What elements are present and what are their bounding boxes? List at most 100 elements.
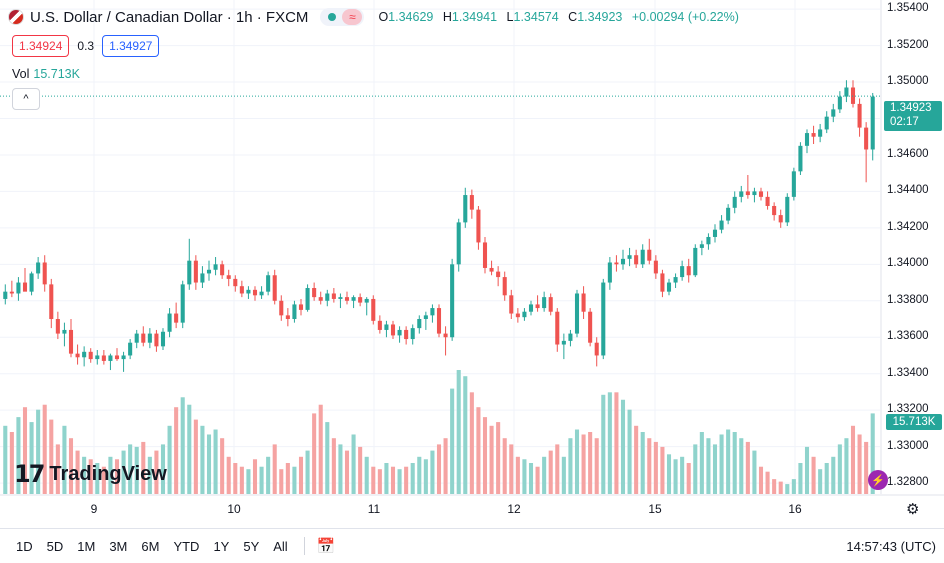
- range-button-5y[interactable]: 5Y: [243, 538, 260, 554]
- range-button-1m[interactable]: 1M: [77, 538, 96, 554]
- candle: [647, 249, 652, 261]
- candle: [515, 313, 520, 318]
- buy-button[interactable]: 1.34927: [102, 35, 160, 57]
- market-status[interactable]: ≈: [320, 8, 365, 26]
- range-button-1d[interactable]: 1D: [16, 538, 33, 554]
- range-button-5d[interactable]: 5D: [46, 538, 64, 554]
- volume-bar: [16, 417, 21, 494]
- volume-bar: [758, 466, 764, 494]
- candle: [594, 342, 599, 356]
- volume-bar: [804, 446, 810, 494]
- sell-button[interactable]: 1.34924: [12, 35, 70, 57]
- volume-bar: [22, 407, 28, 494]
- candle: [469, 195, 474, 210]
- candle: [482, 242, 488, 268]
- alert-icon[interactable]: ⚡: [868, 470, 888, 490]
- calendar-icon[interactable]: 📅: [316, 538, 336, 555]
- range-button-6m[interactable]: 6M: [141, 538, 160, 554]
- candle: [331, 293, 336, 299]
- price-axis-label: 1.34600: [887, 147, 929, 160]
- candle: [489, 267, 494, 272]
- volume-bar: [601, 394, 606, 494]
- candle: [627, 255, 632, 259]
- volume-bar: [213, 429, 218, 494]
- candle: [22, 282, 28, 292]
- candle: [745, 191, 750, 196]
- volume-bar: [443, 438, 448, 494]
- volume-bar: [108, 456, 113, 494]
- volume-bar: [226, 456, 231, 494]
- candle: [325, 293, 330, 301]
- volume-bar: [456, 370, 461, 494]
- volume-bar: [791, 479, 796, 494]
- volume-bar: [706, 438, 711, 494]
- volume-bar: [160, 444, 166, 494]
- candle: [358, 297, 363, 303]
- candle: [548, 297, 553, 312]
- candle: [397, 329, 402, 336]
- volume-bar: [239, 466, 244, 494]
- volume-tag: 15.713K: [886, 414, 942, 430]
- clock[interactable]: 14:57:43 (UTC): [846, 538, 936, 554]
- tradingview-logo[interactable]: 17 TradingView: [14, 460, 167, 488]
- volume-bar: [739, 438, 744, 494]
- volume-bar: [404, 466, 409, 494]
- symbol-title[interactable]: U.S. Dollar / Canadian Dollar · 1h · FXC…: [30, 8, 309, 26]
- candle: [824, 116, 829, 130]
- candle: [456, 222, 461, 265]
- range-button-1y[interactable]: 1Y: [213, 538, 230, 554]
- logo-icon: 17: [14, 460, 45, 488]
- volume-bar: [673, 459, 678, 494]
- volume-bar: [305, 450, 310, 494]
- candle: [653, 260, 658, 274]
- time-axis-label: 16: [788, 502, 802, 516]
- volume-bar: [364, 456, 369, 494]
- range-button-all[interactable]: All: [273, 538, 288, 554]
- volume-bar: [384, 463, 389, 494]
- price-axis-label: 1.33600: [887, 330, 929, 343]
- candle: [259, 291, 264, 296]
- candle: [364, 298, 369, 303]
- gear-icon[interactable]: ⚙: [906, 501, 920, 518]
- price-chart[interactable]: [0, 0, 944, 496]
- volume-bar: [233, 463, 238, 494]
- candle: [601, 282, 606, 356]
- volume-bar: [358, 446, 363, 494]
- high-value: 1.34941: [451, 10, 498, 24]
- collapse-button[interactable]: ^: [12, 88, 40, 110]
- price-axis-label: 1.33800: [887, 293, 929, 306]
- volume-bar: [167, 425, 172, 494]
- bar-countdown: 02:17: [890, 116, 919, 128]
- candle: [220, 264, 225, 276]
- candle: [785, 196, 790, 223]
- candle: [620, 258, 626, 265]
- candle: [417, 319, 422, 329]
- volume-bar: [785, 484, 790, 494]
- volume-bar: [469, 392, 474, 494]
- candle: [239, 286, 244, 294]
- range-button-3m[interactable]: 3M: [109, 538, 128, 554]
- candle: [9, 291, 14, 294]
- price-axis-label: 1.35000: [887, 75, 929, 88]
- chart-area[interactable]: [0, 0, 944, 496]
- volume-bar: [450, 388, 455, 494]
- volume-bar: [844, 438, 849, 494]
- range-button-ytd[interactable]: YTD: [173, 538, 200, 554]
- wave-icon[interactable]: ≈: [342, 9, 363, 25]
- candle: [640, 249, 645, 265]
- volume-bar: [147, 456, 152, 494]
- volume-bar: [548, 450, 553, 494]
- last-price-value: 1.34923: [890, 102, 932, 114]
- candle: [114, 355, 120, 360]
- candle: [496, 271, 501, 278]
- candle: [502, 277, 507, 296]
- volume-bar: [68, 438, 74, 494]
- volume-bar: [482, 417, 488, 494]
- volume-bar: [259, 466, 264, 494]
- candle: [351, 297, 356, 301]
- volume-bar: [778, 481, 783, 494]
- volume-bar: [95, 463, 100, 494]
- candle: [174, 313, 179, 323]
- volume-bar: [647, 438, 652, 494]
- candle: [154, 333, 159, 347]
